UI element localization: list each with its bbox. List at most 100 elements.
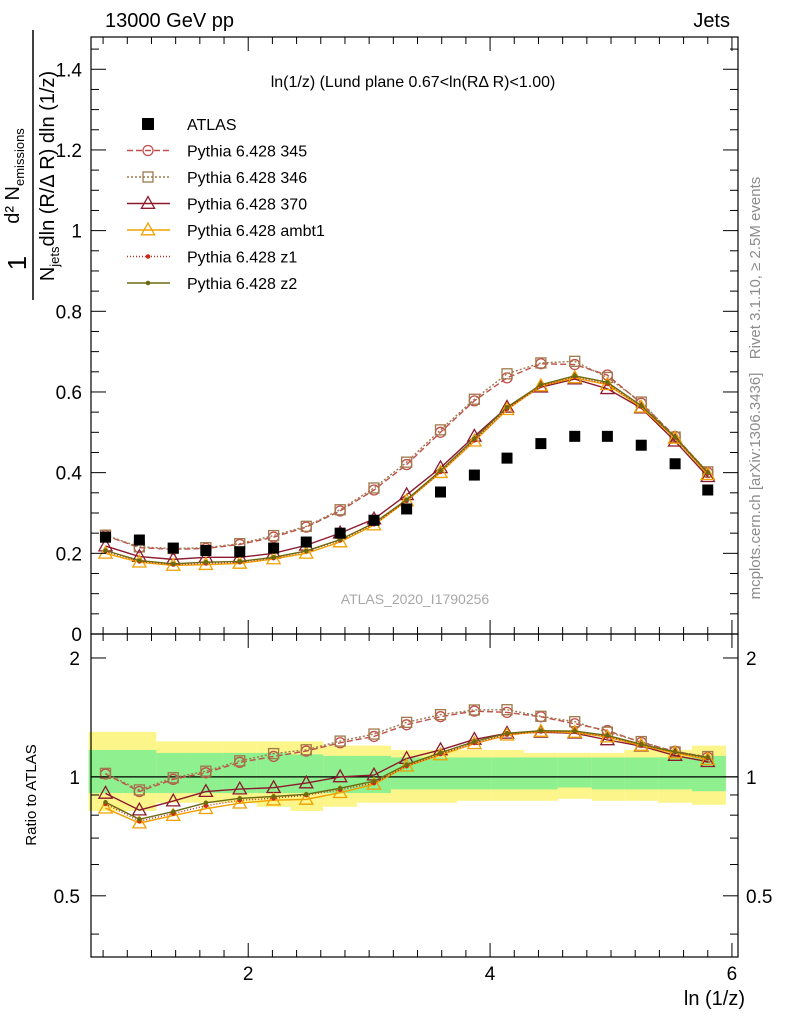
- series-point: [137, 816, 142, 822]
- series-point: [434, 708, 447, 721]
- series-point: [137, 558, 142, 563]
- series-point: [700, 751, 716, 765]
- data-point: [468, 469, 480, 481]
- svg-text:Njetsdln (R/Δ R) dln (1/z): Njetsdln (R/Δ R) dln (1/z): [37, 71, 62, 281]
- series-point: [633, 399, 649, 413]
- series-point: [472, 739, 477, 744]
- legend-label: Pythia 6.428 345: [187, 144, 307, 161]
- series-point: [572, 373, 578, 379]
- ratio-y-tick-label-right: 1: [746, 768, 757, 789]
- series-point: [438, 468, 443, 473]
- series-point: [569, 355, 581, 367]
- ratio-y-tick-label-right: 0.5: [746, 887, 772, 908]
- data-point: [300, 536, 312, 548]
- series-point: [131, 814, 148, 829]
- series-point: [504, 731, 510, 736]
- series-point: [672, 434, 678, 440]
- series-point: [501, 704, 513, 716]
- legend-label: ATLAS: [187, 117, 237, 134]
- ratio-y-tick-label: 1: [69, 768, 80, 789]
- series-line: [105, 377, 709, 567]
- data-point: [401, 503, 413, 515]
- series-point: [472, 436, 477, 442]
- series-point: [234, 755, 246, 767]
- y-tick-label: 1.2: [56, 141, 82, 162]
- x-tick-label: 6: [727, 964, 738, 985]
- data-point: [368, 514, 380, 526]
- series-point: [103, 548, 108, 553]
- series-point: [499, 401, 515, 416]
- series-point: [368, 728, 380, 740]
- series-point: [468, 393, 481, 405]
- data-point: [601, 430, 613, 442]
- series-point: [700, 753, 716, 768]
- series-point: [170, 561, 176, 567]
- series-point: [267, 747, 280, 760]
- series-point: [332, 784, 348, 799]
- ratio-band-inner: [423, 757, 458, 790]
- series-point: [466, 432, 483, 447]
- ratio-y-tick-label-right: 2: [746, 649, 757, 670]
- series-line: [105, 375, 709, 566]
- series-point: [198, 783, 214, 798]
- series-point: [468, 704, 481, 716]
- header-energy-label: 13000 GeV pp: [105, 10, 234, 32]
- series-point: [203, 800, 209, 806]
- y-tick-label: 0.8: [56, 302, 82, 323]
- series-point: [432, 464, 449, 479]
- ratio-band-inner: [557, 757, 592, 788]
- series-point: [638, 741, 644, 747]
- series-point: [501, 368, 513, 380]
- series-point: [145, 254, 151, 259]
- ratio-y-tick-label: 2: [69, 649, 80, 670]
- series-point: [237, 796, 243, 801]
- series-point: [103, 799, 108, 805]
- ratio-y-tick-label: 0.5: [54, 887, 80, 908]
- series-point: [366, 776, 382, 790]
- series-point: [700, 468, 716, 483]
- data-point: [268, 542, 280, 554]
- series-point: [303, 548, 309, 554]
- series-point: [200, 765, 212, 777]
- data-point: [702, 484, 714, 496]
- series-point: [337, 785, 343, 791]
- series-point: [232, 794, 248, 809]
- ratio-band-inner: [457, 757, 492, 790]
- data-point: [100, 531, 112, 543]
- series-point: [303, 792, 309, 797]
- series-point: [99, 767, 112, 780]
- legend-label: Pythia 6.428 z1: [187, 250, 297, 267]
- series-point: [667, 430, 683, 444]
- ratio-band-inner: [188, 752, 223, 794]
- series-point: [332, 768, 348, 783]
- data-point: [635, 439, 647, 451]
- series-point: [300, 520, 312, 532]
- series-point: [170, 809, 176, 814]
- ratio-band-inner: [658, 757, 693, 790]
- top-panel-series: [97, 355, 716, 571]
- legend-label: Pythia 6.428 346: [187, 170, 307, 187]
- y-tick-label: 1.4: [56, 60, 83, 81]
- ratio-y-axis-label: Ratio to ATLAS: [23, 744, 40, 845]
- legend-label: Pythia 6.428 370: [187, 197, 307, 214]
- series-point: [97, 785, 114, 799]
- series-point: [404, 762, 409, 767]
- series-point: [97, 799, 114, 814]
- series-point: [237, 559, 243, 564]
- x-axis-label: ln (1/z): [684, 988, 745, 1010]
- svg-text:d² Nemissions: d² Nemissions: [2, 128, 27, 224]
- series-point: [533, 377, 549, 392]
- data-point: [234, 546, 246, 558]
- y-tick-label: 0: [71, 625, 82, 646]
- series-point: [572, 728, 578, 734]
- series-point: [599, 376, 616, 391]
- series-point: [438, 750, 443, 756]
- series-point: [133, 784, 146, 796]
- series-point: [368, 482, 380, 494]
- legend: ATLAS Pythia 6.428 345 Pythia 6.428 346 Pyt…: [127, 117, 325, 293]
- series-point: [271, 794, 276, 799]
- plot-title: ln(1/z) (Lund plane 0.67<ln(RΔ R)<1.00): [271, 74, 556, 91]
- series-point: [267, 529, 280, 542]
- series-point: [538, 728, 544, 733]
